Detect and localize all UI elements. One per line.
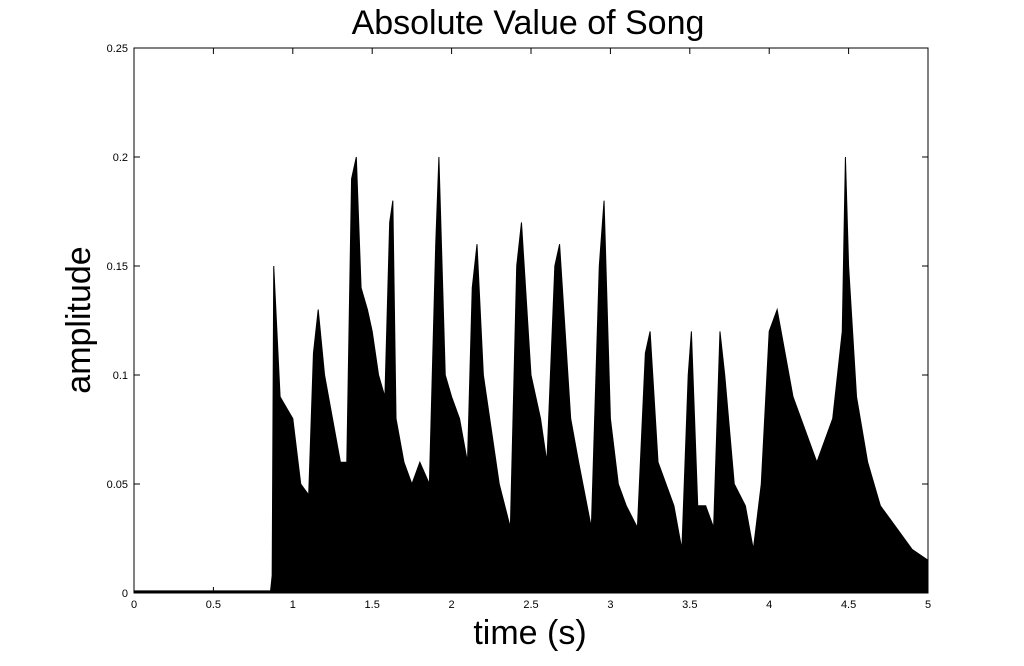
axes-frame	[133, 47, 929, 594]
axis-ticks: 0 0.5 1 1.5 2 2.5 3 3.5 4 4.5 5 0 0.05 0.1 0.15 0.2 0.25	[107, 43, 931, 611]
waveform-series-0	[133, 156, 929, 594]
y-tick-label-3: 0.15	[107, 261, 128, 273]
y-tick-label-2: 0.1	[113, 370, 128, 382]
x-tick-label-0: 0	[131, 599, 137, 611]
x-tick-label-9: 4.5	[841, 599, 856, 611]
x-tick-label-5: 2.5	[523, 599, 538, 611]
x-tick-label-7: 3.5	[682, 599, 697, 611]
y-tick-label-1: 0.05	[107, 479, 128, 491]
plot-area	[133, 156, 929, 594]
y-tick-label-4: 0.2	[113, 152, 128, 164]
x-tick-label-10: 5	[925, 599, 931, 611]
y-axis-label: amplitude	[60, 246, 98, 393]
x-tick-label-2: 1	[290, 599, 296, 611]
x-tick-label-6: 3	[607, 599, 613, 611]
x-tick-label-8: 4	[766, 599, 772, 611]
y-tick-label-0: 0	[122, 588, 128, 600]
x-tick-label-3: 1.5	[365, 599, 380, 611]
y-tick-label-5: 0.25	[107, 43, 128, 55]
x-axis-label: time (s)	[473, 614, 586, 652]
chart-title: Absolute Value of Song	[352, 4, 705, 42]
x-tick-label-1: 0.5	[206, 599, 221, 611]
x-tick-label-4: 2	[449, 599, 455, 611]
